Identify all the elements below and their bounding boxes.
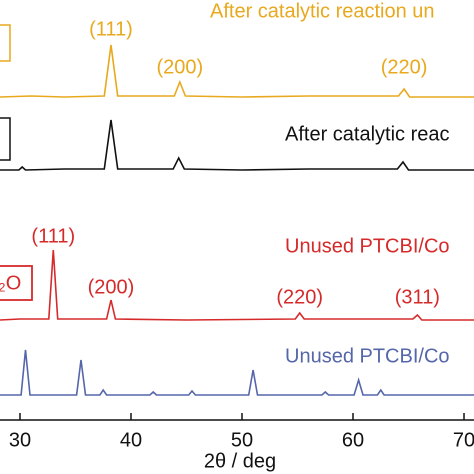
xrd-pattern <box>0 349 474 396</box>
peak-label: (111) <box>31 225 75 247</box>
x-tick-label: 50 <box>231 429 253 451</box>
x-tick-label: 40 <box>120 429 142 451</box>
x-tick-label: 70 <box>453 429 474 451</box>
peak-label: (200) <box>156 56 203 78</box>
xrd-pattern <box>0 44 474 98</box>
peak-label: (220) <box>276 286 323 308</box>
box-label: ₂O <box>0 272 21 294</box>
peak-label: (111) <box>89 18 133 40</box>
peak-label: (220) <box>381 56 428 78</box>
peak-label: (311) <box>395 286 440 308</box>
xrd-pattern <box>0 249 474 321</box>
legend-box <box>0 117 11 161</box>
peak-label: (200) <box>88 276 135 298</box>
series-label: After catalytic reaction un <box>210 0 435 22</box>
x-tick-label: 30 <box>9 429 31 451</box>
x-axis-label: 2θ / deg <box>204 450 276 472</box>
series-label: After catalytic reac <box>285 123 450 145</box>
x-tick-label: 60 <box>342 429 364 451</box>
series-label: Unused PTCBI/Co <box>285 235 450 257</box>
xrd-pattern <box>0 119 474 171</box>
legend-box <box>0 24 11 62</box>
series-label: Unused PTCBI/Co <box>285 345 450 367</box>
legend-box <box>0 265 33 301</box>
